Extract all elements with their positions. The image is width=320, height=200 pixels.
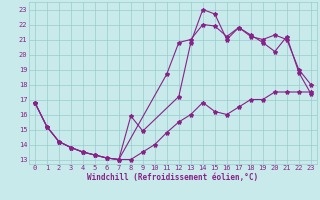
X-axis label: Windchill (Refroidissement éolien,°C): Windchill (Refroidissement éolien,°C) bbox=[87, 173, 258, 182]
